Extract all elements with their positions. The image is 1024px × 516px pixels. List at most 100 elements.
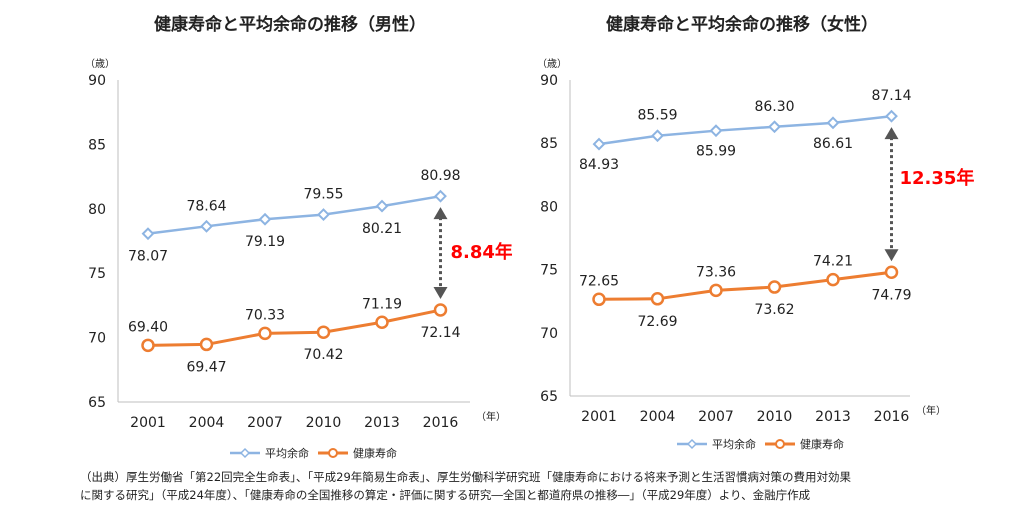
legend-marker-life-expectancy bbox=[239, 447, 251, 459]
data-label: 72.65 bbox=[579, 273, 619, 289]
data-point-life-expectancy bbox=[141, 227, 155, 241]
data-point-life-expectancy bbox=[826, 116, 840, 130]
footnote-line-2: に関する研究」（平成24年度）、「健康寿命の全国推移の算定・評価に関する研究―全… bbox=[80, 488, 811, 502]
data-label: 87.14 bbox=[871, 88, 911, 104]
data-label: 79.55 bbox=[303, 187, 343, 203]
data-point-healthy-life bbox=[258, 326, 272, 341]
y-tick-label: 75 bbox=[88, 266, 106, 282]
x-tick-label: 2004 bbox=[189, 415, 225, 431]
series-line-healthy-life bbox=[147, 308, 441, 347]
gap-annotation: 8.84年 bbox=[451, 241, 513, 263]
data-label: 73.36 bbox=[696, 264, 736, 280]
data-point-life-expectancy bbox=[317, 208, 330, 222]
data-point-healthy-life bbox=[375, 315, 389, 330]
data-label: 73.62 bbox=[754, 302, 794, 318]
y-tick-label: 65 bbox=[540, 389, 558, 405]
data-label: 85.99 bbox=[696, 144, 736, 160]
y-tick-label: 85 bbox=[88, 137, 106, 153]
y-tick-label: 70 bbox=[540, 326, 558, 342]
data-point-life-expectancy bbox=[258, 212, 272, 226]
data-label: 80.98 bbox=[420, 168, 460, 184]
data-point-life-expectancy bbox=[768, 120, 781, 134]
gap-arrow-head-down bbox=[433, 287, 448, 300]
data-label: 72.69 bbox=[637, 314, 677, 330]
series-line-life-expectancy bbox=[147, 194, 441, 235]
x-tick-label: 2004 bbox=[640, 409, 676, 425]
data-label: 85.59 bbox=[637, 108, 677, 124]
data-point-healthy-life bbox=[592, 292, 606, 307]
data-label: 86.30 bbox=[754, 99, 794, 115]
series-line-life-expectancy bbox=[598, 114, 892, 146]
data-label: 79.19 bbox=[245, 234, 285, 250]
data-point-healthy-life bbox=[826, 272, 840, 287]
y-tick-label: 70 bbox=[88, 331, 106, 347]
chart-title: 健康寿命と平均余命の推移（女性） bbox=[606, 14, 878, 35]
x-tick-label: 2001 bbox=[581, 409, 617, 425]
data-point-life-expectancy bbox=[651, 129, 664, 143]
gap-arrow-head-up bbox=[433, 207, 448, 220]
legend-label-healthy-life: 健康寿命 bbox=[353, 446, 397, 460]
x-tick-label: 2016 bbox=[874, 409, 910, 425]
legend-label-healthy-life: 健康寿命 bbox=[800, 437, 844, 451]
gap-arrow-head-up bbox=[884, 127, 899, 140]
y-unit-label: （歳） bbox=[85, 58, 115, 70]
data-label: 70.42 bbox=[303, 347, 343, 363]
x-tick-label: 2016 bbox=[423, 415, 459, 431]
data-label: 69.47 bbox=[186, 359, 226, 375]
data-point-life-expectancy bbox=[592, 137, 606, 151]
data-point-life-expectancy bbox=[200, 219, 213, 233]
x-unit-label: （年） bbox=[916, 404, 946, 417]
x-tick-label: 2001 bbox=[130, 415, 166, 431]
data-label: 86.61 bbox=[813, 136, 853, 152]
data-point-healthy-life bbox=[316, 325, 331, 339]
female-chart: 健康寿命と平均余命の推移（女性） （歳） 65 70 75 80 85 90 2001 2004 2… bbox=[537, 14, 975, 451]
footnote-line-1: （出典）厚生労働省「第22回完全生命表」、「平成29年簡易生命表」、厚生労働科学… bbox=[80, 470, 852, 484]
data-point-healthy-life bbox=[433, 303, 448, 317]
y-unit-label: （歳） bbox=[537, 58, 567, 70]
data-point-life-expectancy bbox=[434, 189, 447, 203]
data-label: 70.33 bbox=[245, 307, 285, 323]
chart-title: 健康寿命と平均余命の推移（男性） bbox=[154, 14, 426, 35]
source-footnote: （出典）厚生労働省「第22回完全生命表」、「平成29年簡易生命表」、厚生労働科学… bbox=[80, 468, 1010, 504]
y-tick-label: 80 bbox=[88, 202, 106, 218]
y-tick-label: 80 bbox=[540, 199, 558, 215]
x-tick-label: 2007 bbox=[247, 415, 283, 431]
x-tick-label: 2013 bbox=[815, 409, 851, 425]
data-label: 71.19 bbox=[362, 296, 402, 312]
y-tick-label: 90 bbox=[88, 73, 106, 89]
data-label: 84.93 bbox=[579, 157, 619, 173]
data-label: 74.21 bbox=[813, 254, 853, 270]
x-tick-label: 2010 bbox=[757, 409, 793, 425]
data-point-life-expectancy bbox=[375, 199, 389, 213]
data-label: 72.14 bbox=[420, 325, 460, 341]
legend-marker-healthy-life bbox=[775, 439, 785, 449]
legend-label-life-expectancy: 平均余命 bbox=[265, 446, 309, 460]
data-label: 74.79 bbox=[871, 287, 911, 303]
series-line-healthy-life bbox=[598, 270, 892, 301]
data-point-healthy-life bbox=[199, 337, 214, 352]
y-tick-label: 65 bbox=[88, 395, 106, 411]
y-tick-label: 90 bbox=[540, 73, 558, 89]
gap-annotation: 12.35年 bbox=[900, 167, 975, 189]
y-tick-label: 85 bbox=[540, 136, 558, 152]
gap-arrow-head-down bbox=[884, 249, 899, 262]
data-label: 78.64 bbox=[186, 198, 226, 214]
data-point-life-expectancy bbox=[709, 124, 723, 138]
data-point-healthy-life bbox=[884, 265, 899, 280]
x-tick-label: 2010 bbox=[306, 415, 342, 431]
data-point-healthy-life bbox=[767, 280, 782, 294]
y-tick-label: 75 bbox=[540, 263, 558, 279]
data-label: 78.07 bbox=[128, 249, 168, 265]
data-point-life-expectancy bbox=[885, 109, 898, 123]
data-label: 80.21 bbox=[362, 221, 402, 237]
legend-label-life-expectancy: 平均余命 bbox=[712, 437, 756, 451]
data-point-healthy-life bbox=[709, 283, 723, 298]
x-tick-label: 2007 bbox=[698, 409, 734, 425]
legend-marker-life-expectancy bbox=[686, 438, 698, 450]
male-chart: 健康寿命と平均余命の推移（男性） （歳） 65 70 75 80 85 90 2001 2004 2… bbox=[85, 14, 513, 460]
data-label: 69.40 bbox=[128, 319, 168, 335]
legend-marker-healthy-life bbox=[328, 448, 338, 458]
data-point-healthy-life bbox=[650, 292, 665, 306]
x-tick-label: 2013 bbox=[364, 415, 400, 431]
x-unit-label: （年） bbox=[476, 410, 506, 423]
